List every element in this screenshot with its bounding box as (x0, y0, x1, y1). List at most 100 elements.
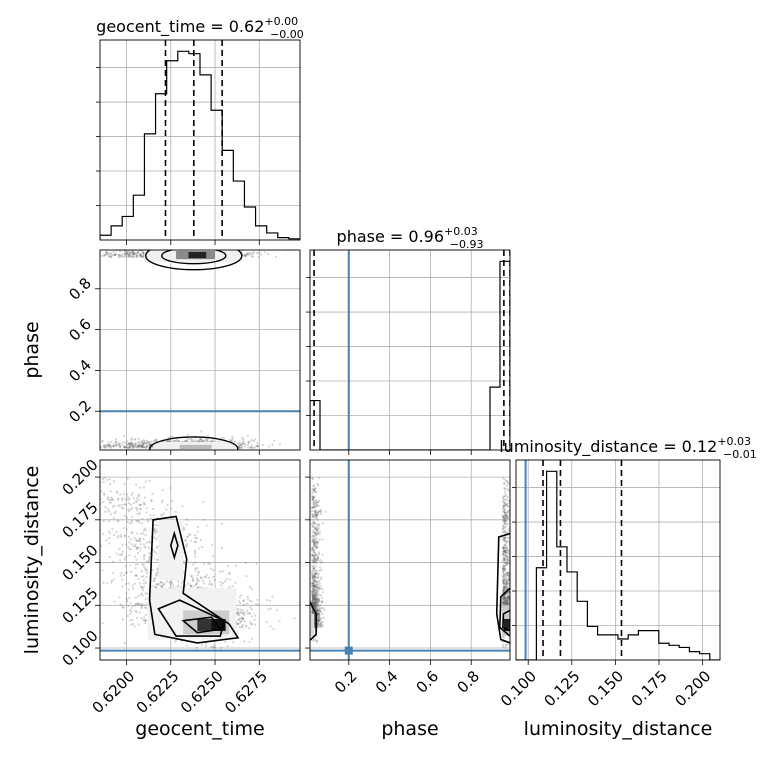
sample-point (323, 608, 326, 612)
sample-point (275, 609, 279, 612)
sample-point (117, 256, 120, 259)
sample-point (503, 570, 507, 573)
sample-point (314, 565, 317, 568)
sample-point (312, 543, 315, 546)
sample-point (311, 599, 315, 603)
sample-point (508, 574, 510, 577)
sample-point (136, 509, 139, 512)
sample-point (241, 441, 244, 444)
sample-point (177, 439, 181, 443)
sample-point (311, 540, 314, 544)
sample-point (312, 602, 315, 605)
sample-point (108, 254, 111, 257)
sample-point (503, 501, 506, 504)
sample-point (155, 558, 158, 561)
sample-point (197, 579, 200, 583)
sample-point (321, 623, 324, 626)
sample-point (122, 606, 125, 609)
sample-point (314, 538, 317, 541)
sample-point (315, 583, 318, 586)
sample-point (503, 585, 506, 589)
sample-point (131, 253, 134, 256)
sample-point (503, 603, 506, 606)
sample-point (142, 503, 145, 506)
sample-point (191, 577, 194, 580)
sample-point (314, 543, 317, 546)
sample-point (312, 538, 316, 541)
sample-point (505, 540, 509, 543)
sample-point (194, 555, 197, 559)
sample-point (161, 581, 164, 584)
sample-point (251, 446, 255, 449)
sample-point (145, 507, 148, 510)
sample-point (321, 588, 324, 591)
sample-point (321, 553, 324, 556)
sample-point (149, 517, 152, 520)
title-subscript: −0.01 (723, 448, 757, 461)
sample-point (120, 553, 123, 556)
sample-point (129, 445, 132, 448)
sample-point (246, 598, 250, 601)
sample-point (311, 494, 314, 497)
sample-point (316, 639, 319, 642)
sample-point (236, 622, 239, 626)
sample-point (503, 596, 506, 599)
sample-point (142, 445, 145, 449)
sample-point (502, 516, 505, 520)
sample-point (128, 444, 132, 447)
sample-point (505, 515, 508, 518)
sample-point (155, 573, 158, 576)
sample-point (501, 500, 505, 503)
sample-point (312, 549, 316, 552)
sample-point (126, 440, 129, 443)
sample-point (314, 595, 317, 598)
sample-point (506, 603, 509, 606)
sample-point (504, 540, 507, 543)
sample-point (315, 598, 318, 601)
title-main: geocent_time = 0.62 (96, 17, 264, 37)
sample-point (505, 571, 509, 574)
sample-point (106, 478, 109, 481)
sample-point (80, 585, 82, 587)
sample-point (111, 505, 114, 508)
sample-point (255, 252, 258, 255)
sample-point (504, 502, 507, 505)
sample-point (241, 612, 244, 615)
sample-point (152, 579, 155, 582)
sample-point (206, 434, 210, 437)
sample-point (313, 597, 316, 600)
sample-point (135, 574, 138, 577)
sample-point (85, 445, 87, 447)
sample-point (220, 436, 224, 440)
sample-point (201, 440, 205, 443)
sample-point (89, 493, 91, 495)
sample-point (237, 612, 240, 615)
sample-point (312, 597, 315, 600)
sample-point (171, 518, 175, 521)
sample-point (130, 610, 133, 613)
sample-point (137, 521, 140, 524)
sample-point (256, 445, 260, 448)
sample-point (186, 433, 189, 436)
sample-point (311, 535, 314, 538)
sample-point (501, 496, 505, 500)
sample-point (137, 498, 140, 501)
sample-point (107, 441, 110, 444)
sample-point (314, 573, 317, 576)
sample-point (211, 543, 214, 547)
contour-line (498, 587, 510, 637)
sample-point (316, 608, 320, 612)
sample-point (312, 567, 315, 570)
sample-point (502, 595, 505, 599)
sample-point (130, 519, 133, 522)
sample-point (127, 446, 130, 450)
sample-point (504, 539, 507, 542)
sample-point (115, 552, 118, 555)
sample-point (185, 439, 188, 442)
sample-point (240, 616, 244, 619)
sample-point (109, 446, 112, 449)
sample-point (185, 439, 189, 442)
sample-point (123, 641, 126, 645)
sample-point (104, 510, 107, 513)
